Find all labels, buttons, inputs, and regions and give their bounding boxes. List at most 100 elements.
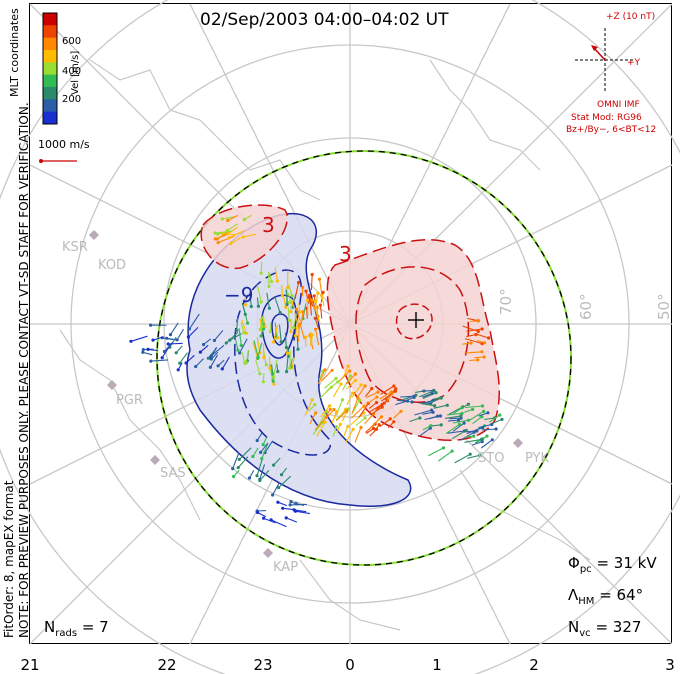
velocity-vector bbox=[148, 348, 159, 352]
velocity-vector bbox=[238, 328, 242, 346]
velocity-vector bbox=[474, 356, 485, 359]
velocity-vector bbox=[345, 373, 356, 385]
velocity-vector bbox=[466, 328, 483, 332]
velocity-vector bbox=[341, 411, 348, 422]
velocity-vector bbox=[210, 344, 225, 357]
velocity-vector bbox=[332, 426, 338, 437]
mlt-label-23: 23 bbox=[253, 656, 273, 674]
velocity-vector bbox=[464, 438, 482, 443]
scale-vector bbox=[39, 159, 77, 163]
velocity-vector bbox=[332, 383, 342, 398]
mlt-label-1: 1 bbox=[432, 656, 442, 674]
velocity-vector bbox=[297, 324, 300, 342]
velocity-vector bbox=[326, 381, 339, 392]
velocity-vector bbox=[379, 418, 391, 428]
velocity-vector bbox=[274, 296, 281, 313]
n-vc-value: = 327 bbox=[595, 618, 642, 636]
velocity-vector bbox=[288, 284, 293, 296]
velocity-vector bbox=[419, 427, 431, 437]
station-label-ksr: KSR bbox=[62, 240, 88, 255]
velocity-vector bbox=[452, 422, 465, 432]
velocity-vector bbox=[445, 423, 460, 435]
colorbar-segment bbox=[43, 13, 57, 26]
station-label-sto: STO bbox=[478, 451, 505, 466]
velocity-vector bbox=[454, 453, 471, 464]
colorbar-tick-400: 400 bbox=[62, 66, 82, 77]
velocity-vector bbox=[275, 326, 279, 338]
velocity-vector bbox=[260, 261, 263, 274]
velocity-vector bbox=[306, 300, 309, 316]
velocity-vector bbox=[216, 232, 228, 240]
velocity-vector bbox=[274, 267, 278, 282]
velocity-vector bbox=[472, 441, 483, 446]
mlt-label-21: 21 bbox=[20, 656, 40, 674]
velocity-vector bbox=[210, 351, 219, 360]
velocity-vector bbox=[478, 423, 492, 429]
velocity-vector bbox=[380, 385, 395, 395]
velocity-vector bbox=[314, 307, 321, 323]
velocity-vector bbox=[472, 416, 483, 425]
velocity-vector bbox=[428, 415, 438, 420]
velocity-vector bbox=[249, 470, 255, 479]
velocity-vector bbox=[130, 335, 148, 342]
vector-origin bbox=[141, 348, 145, 352]
velocity-vector bbox=[346, 392, 354, 406]
velocity-vector bbox=[289, 350, 291, 369]
latitude-label-60: 60° bbox=[577, 293, 595, 320]
velocity-vector bbox=[259, 317, 263, 331]
velocity-vector bbox=[305, 290, 310, 304]
velocity-vector bbox=[222, 216, 234, 220]
velocity-vector bbox=[236, 317, 239, 331]
velocity-vector bbox=[422, 411, 434, 415]
velocity-vector bbox=[260, 442, 269, 453]
velocity-vector bbox=[227, 214, 239, 221]
imf-clock-dial bbox=[575, 28, 635, 92]
velocity-vector bbox=[480, 439, 493, 449]
velocity-vector bbox=[470, 320, 479, 322]
velocity-vector bbox=[336, 399, 344, 414]
velocity-vector bbox=[291, 357, 295, 368]
velocity-vector bbox=[312, 422, 324, 435]
velocity-vector bbox=[304, 399, 313, 416]
velocity-vectors bbox=[129, 214, 504, 528]
velocity-vector bbox=[283, 296, 287, 308]
velocity-vector bbox=[364, 413, 374, 425]
velocity-vector bbox=[300, 311, 304, 325]
n-rads-value: = 7 bbox=[81, 618, 109, 636]
imf-source: OMNI IMF bbox=[597, 100, 640, 110]
stat-n-vc: Nvc = 327 bbox=[568, 618, 642, 639]
velocity-vector bbox=[230, 237, 242, 244]
velocity-vector bbox=[278, 324, 282, 342]
velocity-vector bbox=[351, 384, 362, 398]
velocity-vector bbox=[466, 454, 480, 459]
velocity-vector bbox=[237, 456, 249, 468]
velocity-vector bbox=[414, 409, 432, 416]
velocity-vector bbox=[214, 230, 233, 234]
velocity-vector bbox=[296, 335, 299, 350]
velocity-vector bbox=[469, 359, 478, 362]
velocity-vector bbox=[306, 308, 308, 319]
velocity-vector bbox=[290, 358, 293, 367]
velocity-vector bbox=[253, 340, 259, 358]
velocity-vector bbox=[433, 404, 448, 409]
velocity-vector bbox=[241, 319, 247, 334]
colorbar-segment bbox=[43, 50, 57, 63]
velocity-vector bbox=[317, 411, 328, 427]
velocity-vector bbox=[227, 226, 238, 235]
velocity-vector bbox=[451, 429, 467, 440]
velocity-vector bbox=[176, 328, 184, 341]
colorbar-segment bbox=[43, 37, 57, 51]
velocity-vector bbox=[320, 405, 331, 418]
velocity-vector bbox=[484, 417, 495, 421]
coastlines bbox=[59, 59, 591, 631]
velocity-vector bbox=[409, 417, 421, 423]
velocity-vector bbox=[365, 428, 374, 434]
stat-lambda-hm: ΛHM = 64° bbox=[568, 586, 644, 607]
velocity-vector bbox=[308, 296, 314, 307]
velocity-vector bbox=[372, 404, 383, 415]
velocity-vector bbox=[266, 292, 270, 309]
velocity-vector bbox=[290, 299, 294, 312]
velocity-vector bbox=[369, 416, 382, 430]
station-label-pyk: PYK bbox=[525, 451, 550, 466]
